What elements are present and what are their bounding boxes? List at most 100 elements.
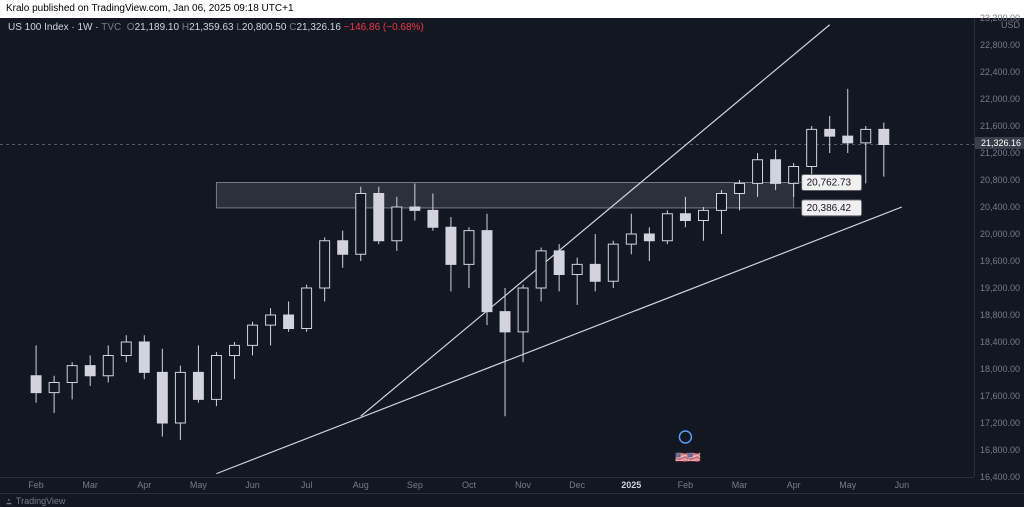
tv-logo-icon: ߑ: [6, 496, 13, 506]
chart-svg: 20,762.7320,386.42🇺🇸🇺🇸: [0, 18, 974, 477]
candle-body: [248, 325, 258, 345]
symbol-legend: US 100 Index · 1W · TVC O21,189.10 H21,3…: [8, 22, 424, 33]
candle-body: [139, 342, 149, 372]
price-tick: 21,200.00: [980, 148, 1020, 158]
candle-body: [302, 288, 312, 329]
price-tick: 19,200.00: [980, 283, 1020, 293]
time-axis[interactable]: FebMarAprMayJunJulAugSepOctNovDec2025Feb…: [0, 477, 974, 493]
time-tick: Mar: [732, 480, 748, 490]
publish-banner: Kralo published on TradingView.com, Jan …: [0, 0, 1024, 18]
time-tick: Dec: [569, 480, 585, 490]
price-tick: 18,000.00: [980, 364, 1020, 374]
price-tick: 23,200.00: [980, 13, 1020, 23]
candle-body: [590, 264, 600, 281]
candle-body: [554, 251, 564, 275]
candle-body: [536, 251, 546, 288]
time-tick: Jun: [245, 480, 260, 490]
time-tick: Apr: [787, 480, 801, 490]
time-tick: Jul: [301, 480, 313, 490]
price-tick: 22,400.00: [980, 67, 1020, 77]
candle-body: [879, 129, 889, 144]
price-live-label: 21,326.16: [975, 137, 1024, 149]
price-tick: 20,000.00: [980, 229, 1020, 239]
candle-body: [500, 312, 510, 332]
candle-body: [843, 136, 853, 143]
candle-body: [211, 356, 221, 400]
candle-body: [49, 383, 59, 393]
brand-label: TradingView: [16, 496, 66, 506]
candle-body: [644, 234, 654, 241]
candle-body: [861, 129, 871, 143]
candle-body: [662, 214, 672, 241]
candle-body: [698, 210, 708, 220]
candle-body: [121, 342, 131, 356]
candle-body: [193, 372, 203, 399]
event-flag-icon[interactable]: 🇺🇸: [687, 451, 701, 464]
candle-body: [446, 227, 456, 264]
interval-label: 1W: [78, 22, 93, 33]
candle-body: [320, 241, 330, 288]
time-tick: Feb: [678, 480, 694, 490]
candle-body: [266, 315, 276, 325]
price-tick: 16,400.00: [980, 472, 1020, 482]
price-callout-text: 20,762.73: [807, 178, 852, 189]
candle-body: [428, 210, 438, 227]
candle-body: [626, 234, 636, 244]
supply-zone[interactable]: [216, 183, 793, 208]
candle-body: [464, 231, 474, 265]
price-tick: 16,800.00: [980, 445, 1020, 455]
ohlc-o: 21,189.10: [135, 22, 180, 33]
price-tick: 19,600.00: [980, 256, 1020, 266]
ohlc-h: 21,359.63: [189, 22, 234, 33]
ohlc-change: −146.86 (−0.68%): [344, 22, 424, 33]
candle-body: [572, 264, 582, 274]
candle-body: [482, 231, 492, 312]
candle-body: [825, 129, 835, 136]
candle-body: [807, 129, 817, 166]
footer-bar: ߑ TradingView: [0, 493, 1024, 507]
candle-body: [374, 194, 384, 241]
price-tick: 22,800.00: [980, 40, 1020, 50]
candle-body: [771, 160, 781, 184]
price-axis[interactable]: USD 23,200.0022,800.0022,400.0022,000.00…: [974, 18, 1024, 477]
candle-body: [230, 345, 240, 355]
candle-body: [789, 167, 799, 184]
price-callout-text: 20,386.42: [807, 203, 852, 214]
candle-body: [85, 366, 95, 376]
chart-pane[interactable]: US 100 Index · 1W · TVC O21,189.10 H21,3…: [0, 18, 974, 477]
candle-body: [608, 244, 618, 281]
price-tick: 20,400.00: [980, 202, 1020, 212]
time-tick: Mar: [82, 480, 98, 490]
time-tick: Oct: [462, 480, 476, 490]
candle-body: [103, 356, 113, 376]
candle-body: [356, 194, 366, 255]
price-tick: 18,800.00: [980, 310, 1020, 320]
candle-body: [518, 288, 528, 332]
time-tick: Nov: [515, 480, 531, 490]
ohlc-c: 21,326.16: [296, 22, 341, 33]
source-label: TVC: [101, 22, 121, 33]
price-tick: 20,800.00: [980, 175, 1020, 185]
time-tick: May: [839, 480, 856, 490]
time-tick: Jun: [895, 480, 910, 490]
price-tick: 17,600.00: [980, 391, 1020, 401]
symbol-name: US 100 Index: [8, 22, 69, 33]
price-tick: 18,400.00: [980, 337, 1020, 347]
time-tick: 2025: [621, 480, 641, 490]
event-marker-icon[interactable]: [679, 431, 691, 443]
candle-body: [175, 372, 185, 423]
time-tick: May: [190, 480, 207, 490]
ohlc-l: 20,800.50: [242, 22, 287, 33]
candle-body: [735, 183, 745, 193]
publish-text: Kralo published on TradingView.com, Jan …: [6, 3, 294, 14]
time-tick: Apr: [137, 480, 151, 490]
candle-body: [284, 315, 294, 329]
price-tick: 22,000.00: [980, 94, 1020, 104]
candle-body: [410, 207, 420, 210]
time-tick: Sep: [407, 480, 423, 490]
time-tick: Feb: [28, 480, 44, 490]
candle-body: [157, 372, 167, 423]
candle-body: [680, 214, 690, 221]
candle-body: [717, 194, 727, 211]
price-tick: 21,600.00: [980, 121, 1020, 131]
